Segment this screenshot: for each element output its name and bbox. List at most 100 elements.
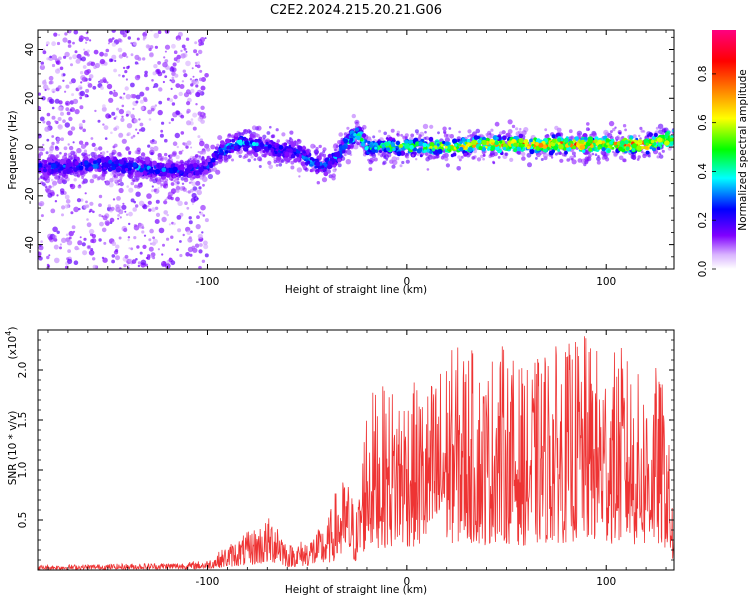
spectrogram-noise-point: [98, 213, 102, 217]
spectrogram-halo-point: [444, 137, 450, 143]
spectrogram-ridge-point: [404, 139, 409, 145]
spectrogram-noise-point: [130, 198, 135, 203]
spectrogram-noise-point: [118, 236, 122, 240]
spectrogram-ridge-point: [284, 151, 290, 156]
spectrogram-noise-point: [86, 69, 91, 74]
spectrogram-noise-point: [85, 88, 90, 93]
spectrogram-noise-point: [185, 50, 188, 53]
spectrogram-noise-point: [170, 188, 177, 194]
spectrogram-ridge-point: [214, 146, 219, 150]
spectrogram-halo-point: [128, 152, 131, 155]
spectrogram-halo-point: [262, 134, 267, 139]
spectrogram-noise-point: [89, 39, 92, 42]
spectrogram-noise-point: [79, 236, 82, 239]
spectrogram-halo-point: [515, 127, 519, 131]
spectrogram-halo-point: [353, 144, 359, 150]
spectrogram-halo-point: [67, 143, 70, 146]
spectrogram-halo-point: [290, 160, 295, 165]
spectrogram-noise-point: [147, 144, 151, 148]
spectrogram-halo-point: [594, 153, 598, 156]
spectrogram-halo-point: [269, 125, 272, 129]
spectrogram-ridge-point: [601, 146, 606, 152]
spectrogram-noise-point: [164, 198, 167, 201]
spectrogram-halo-point: [180, 176, 185, 181]
spectrogram-ridge-point: [249, 133, 254, 138]
spectrogram-ridge-point: [609, 141, 613, 145]
spectrogram-halo-point: [298, 175, 301, 178]
spectrogram-halo-point: [490, 128, 494, 132]
spectrogram-ridge-point: [88, 158, 94, 164]
spectrogram-halo-point: [390, 128, 395, 133]
spectrogram-noise-point: [67, 44, 72, 48]
spectrogram-halo-point: [278, 163, 283, 167]
spectrogram-halo-point: [59, 151, 62, 155]
spectrogram-halo-point: [449, 134, 455, 139]
spectrogram-halo-point: [346, 149, 352, 155]
spectrogram-halo-point: [620, 136, 624, 140]
spectrogram-ridge-point: [152, 160, 158, 166]
spectrogram-noise-point: [127, 236, 131, 239]
spectrogram-ridge-point: [624, 140, 629, 145]
spectrogram-noise-point: [55, 68, 61, 74]
spectrogram-noise-point: [68, 230, 74, 237]
spectrogram-noise-point: [198, 77, 203, 82]
spectrogram-noise-point: [176, 145, 179, 149]
spectrogram-noise-point: [137, 264, 141, 268]
spectrogram-halo-point: [212, 167, 218, 173]
spectrogram-noise-point: [152, 238, 158, 244]
spectrogram-noise-point: [100, 86, 104, 90]
spectrogram-noise-point: [110, 131, 113, 135]
spectrogram-noise-point: [97, 119, 101, 123]
spectrogram-halo-point: [63, 174, 69, 180]
spectrogram-noise-point: [194, 41, 198, 45]
spectrogram-ridge-point: [88, 166, 94, 172]
spectrogram-halo-point: [426, 168, 430, 171]
spectrogram-noise-point: [118, 74, 121, 77]
spectrogram-noise-point: [130, 113, 135, 118]
spectrogram-noise-point: [126, 185, 129, 188]
spectrogram-noise-point: [118, 54, 124, 59]
spectrogram-noise-point: [127, 238, 130, 242]
spectrogram-halo-point: [248, 130, 253, 135]
spectrogram-halo-point: [210, 144, 216, 150]
spectrogram-noise-point: [54, 120, 57, 123]
spectrogram-noise-point: [91, 142, 96, 147]
spectrogram-noise-point: [46, 138, 50, 142]
spectrogram-ridge-point: [332, 164, 337, 168]
spectrogram-noise-point: [89, 178, 95, 184]
spectrogram-halo-point: [521, 130, 527, 136]
spectrogram-noise-point: [195, 103, 198, 106]
spectrogram-halo-point: [267, 160, 272, 165]
spectrogram-halo-point: [111, 149, 117, 155]
spectrogram-noise-point: [150, 152, 154, 156]
spectrogram-noise-point: [128, 187, 134, 193]
spectrogram-noise-point: [110, 206, 115, 211]
spectrogram-noise-point: [68, 116, 73, 122]
spectrogram-ridge-point: [315, 171, 319, 175]
spectrogram-halo-point: [368, 167, 373, 172]
spectrogram-noise-point: [171, 76, 175, 80]
spectrogram-noise-point: [71, 93, 75, 97]
spectrogram-noise-point: [72, 141, 75, 144]
spectrogram-noise-point: [200, 119, 205, 124]
spectrogram-noise-point: [40, 61, 44, 65]
spectrogram-halo-point: [190, 181, 193, 184]
spectrogram-noise-point: [105, 113, 111, 119]
spectrogram-noise-point: [57, 124, 63, 130]
spectrogram-halo-point: [415, 158, 418, 161]
spectrogram-ridge-point: [429, 142, 435, 147]
spectrogram-ridge-point: [594, 139, 598, 143]
spectrogram-ridge-point: [361, 133, 367, 138]
spectrogram-noise-point: [99, 221, 104, 227]
spectrogram-noise-point: [86, 222, 92, 228]
spectrogram-noise-point: [111, 111, 116, 116]
spectrogram-halo-point: [256, 125, 262, 131]
spectrogram-halo-point: [570, 157, 574, 161]
spectrogram-halo-point: [504, 152, 509, 157]
spectrogram-noise-point: [115, 115, 118, 118]
spectrogram-ridge-point: [578, 140, 582, 144]
spectrogram-ridge-point: [185, 168, 191, 174]
spectrogram-ridge-point: [360, 142, 366, 147]
spectrogram-noise-point: [125, 113, 129, 117]
spectrogram-halo-point: [418, 145, 422, 149]
